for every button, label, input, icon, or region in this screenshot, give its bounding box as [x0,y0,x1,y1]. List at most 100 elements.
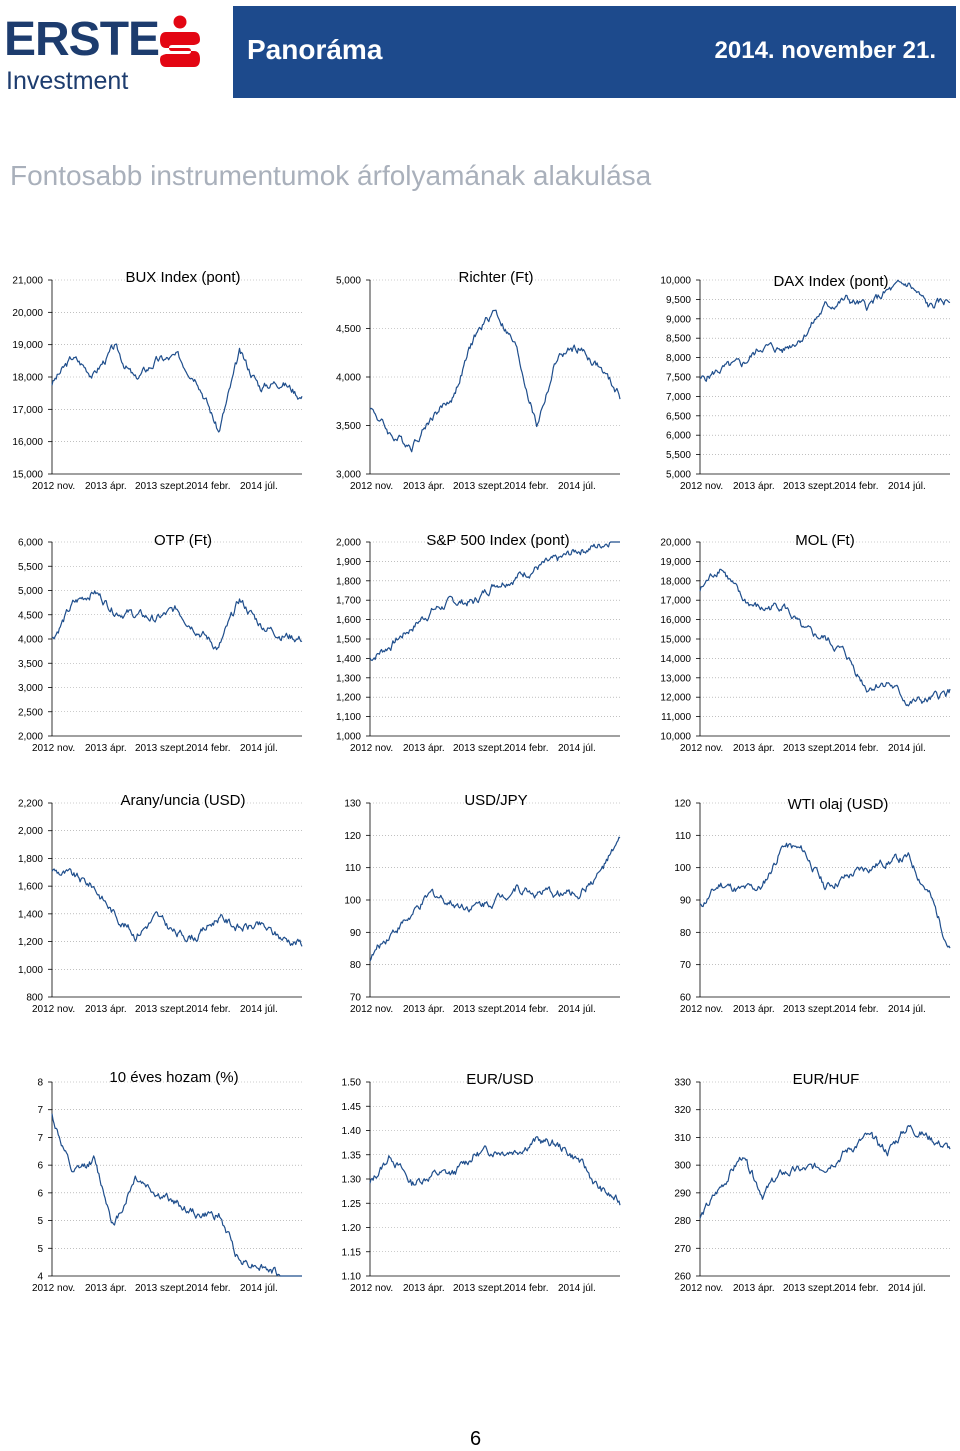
logo-erste-text: ERSTE [4,8,159,72]
y-tick-label: 1,700 [336,596,361,607]
x-tick-label: 2014 febr. [186,743,230,754]
x-tick-label: 2014 júl. [888,1004,926,1015]
x-tick-label: 2013 ápr. [85,481,127,492]
x-tick-label: 2014 febr. [834,743,878,754]
y-tick-label: 18,000 [12,373,43,384]
chart-title: BUX Index (pont) [125,269,240,286]
y-tick-label: 5,500 [666,450,691,461]
series-line [370,1137,620,1206]
y-tick-label: 1,000 [336,732,361,743]
y-tick-label: 1,000 [18,965,43,976]
y-tick-label: 1,400 [18,909,43,920]
y-tick-label: 60 [680,993,692,1004]
x-tick-label: 2014 febr. [186,481,230,492]
y-tick-label: 2,200 [18,799,43,810]
y-tick-label: 80 [350,960,362,971]
series-line [52,591,302,650]
x-tick-label: 2014 júl. [240,1283,278,1294]
x-tick-label: 2012 nov. [32,743,75,754]
y-tick-label: 6 [37,1188,43,1199]
x-tick-label: 2012 nov. [350,1283,393,1294]
x-tick-label: 2014 febr. [504,1004,548,1015]
x-tick-label: 2012 nov. [32,481,75,492]
series-line [700,1125,950,1218]
y-tick-label: 14,000 [660,654,691,665]
x-tick-label: 2012 nov. [350,743,393,754]
series-line [52,344,302,432]
y-tick-label: 3,000 [18,683,43,694]
y-tick-label: 6,500 [666,411,691,422]
y-tick-label: 1,800 [18,854,43,865]
series-line [370,837,620,961]
y-tick-label: 16,000 [660,615,691,626]
y-tick-label: 3,500 [336,421,361,432]
y-tick-label: 1.40 [342,1126,362,1137]
x-tick-label: 2013 szept. [783,1283,835,1294]
x-tick-label: 2014 febr. [504,1283,548,1294]
y-tick-label: 11,000 [661,712,691,723]
y-tick-label: 17,000 [12,405,43,416]
x-tick-label: 2013 ápr. [733,1283,775,1294]
y-tick-label: 260 [674,1272,691,1283]
y-tick-label: 1,600 [18,882,43,893]
y-tick-label: 8,500 [666,334,691,345]
x-tick-label: 2012 nov. [680,1004,723,1015]
y-tick-label: 12,000 [660,693,691,704]
section-title: Fontosabb instrumentumok árfolyamának al… [10,160,651,192]
y-tick-label: 20,000 [660,538,691,549]
chart-svg-gold: 2,2002,0001,8001,6001,4001,2001,00080020… [0,793,310,1023]
y-tick-label: 110 [345,863,361,874]
y-tick-label: 4,500 [18,610,43,621]
y-tick-label: 1.35 [342,1150,362,1161]
y-tick-label: 15,000 [660,635,691,646]
y-tick-label: 1.25 [342,1199,362,1210]
x-tick-label: 2013 ápr. [85,1004,127,1015]
y-tick-label: 10,000 [660,732,691,743]
x-tick-label: 2014 febr. [186,1004,230,1015]
chart-title: OTP (Ft) [154,532,212,549]
y-tick-label: 5 [37,1244,43,1255]
chart-svg-otp: 6,0005,5005,0004,5004,0003,5003,0002,500… [0,532,310,762]
y-tick-label: 5,000 [666,470,691,481]
y-tick-label: 9,500 [666,295,691,306]
y-tick-label: 7 [37,1105,43,1116]
x-tick-label: 2012 nov. [680,743,723,754]
x-tick-label: 2014 febr. [504,743,548,754]
y-tick-label: 4 [37,1272,43,1283]
y-tick-label: 1,300 [336,673,361,684]
y-tick-label: 1,100 [336,712,361,723]
y-tick-label: 290 [674,1188,691,1199]
x-tick-label: 2013 ápr. [733,481,775,492]
header-banner: Panoráma 2014. november 21. [233,6,956,98]
y-tick-label: 1.30 [342,1175,362,1186]
page-header: ERSTE Investment Panoráma 2014. november… [0,0,960,100]
y-tick-label: 4,000 [336,373,361,384]
y-tick-label: 20,000 [12,308,43,319]
logo-red-mark [156,14,204,70]
chart-svg-sp500: 2,0001,9001,8001,7001,6001,5001,4001,300… [318,532,628,762]
publication-title: Panoráma [247,34,382,66]
chart-title: EUR/HUF [793,1071,860,1088]
chart-title: MOL (Ft) [795,532,854,549]
x-tick-label: 2013 ápr. [85,743,127,754]
y-tick-label: 7,500 [666,373,691,384]
x-tick-label: 2013 ápr. [403,1283,445,1294]
y-tick-label: 5 [37,1216,43,1227]
x-tick-label: 2014 febr. [834,1283,878,1294]
x-tick-label: 2012 nov. [32,1283,75,1294]
y-tick-label: 110 [675,831,691,842]
chart-title: EUR/USD [466,1071,534,1088]
x-tick-label: 2012 nov. [680,1283,723,1294]
x-tick-label: 2014 febr. [186,1283,230,1294]
x-tick-label: 2013 szept. [783,481,835,492]
y-tick-label: 70 [350,993,362,1004]
y-tick-label: 70 [680,960,692,971]
x-tick-label: 2014 júl. [558,481,596,492]
x-tick-label: 2013 szept. [135,1283,187,1294]
y-tick-label: 1.20 [342,1223,362,1234]
